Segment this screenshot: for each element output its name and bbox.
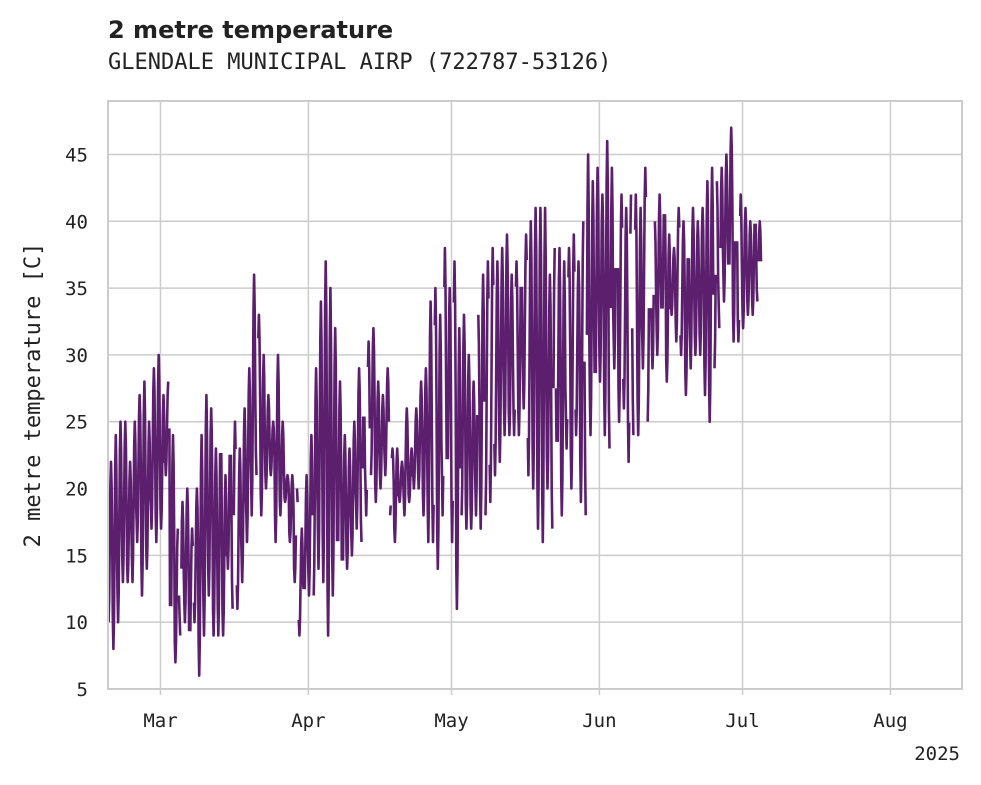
y-tick-label: 15: [65, 545, 88, 567]
y-axis-label: 2 metre temperature [C]: [21, 243, 46, 548]
y-tick-label: 10: [65, 612, 88, 634]
plot-frame: [107, 100, 963, 690]
y-tick-label: 40: [65, 211, 88, 233]
x-tick-label: Jun: [582, 710, 616, 732]
x-year-label: 2025: [914, 743, 960, 765]
chart-subtitle: GLENDALE MUNICIPAL AIRP (722787-53126): [108, 50, 612, 75]
x-tick-label: May: [434, 710, 468, 732]
chart-title: 2 metre temperature: [108, 16, 394, 44]
x-tick-label: Apr: [291, 710, 325, 732]
x-tick-label: Aug: [873, 710, 907, 732]
y-tick-label: 5: [77, 679, 88, 701]
y-tick-label: 35: [65, 278, 88, 300]
temperature-series-line: [107, 126, 763, 677]
y-tick-label: 30: [65, 345, 88, 367]
x-tick-label: Mar: [143, 710, 177, 732]
tick-labels: 5 10 15 20 25 30 35 40 45 Mar Apr May Jun Jul Aug: [65, 144, 907, 732]
x-tick-label: Jul: [725, 710, 759, 732]
y-tick-label: 20: [65, 479, 88, 501]
y-tick-label: 25: [65, 412, 88, 434]
y-tick-label: 45: [65, 144, 88, 166]
